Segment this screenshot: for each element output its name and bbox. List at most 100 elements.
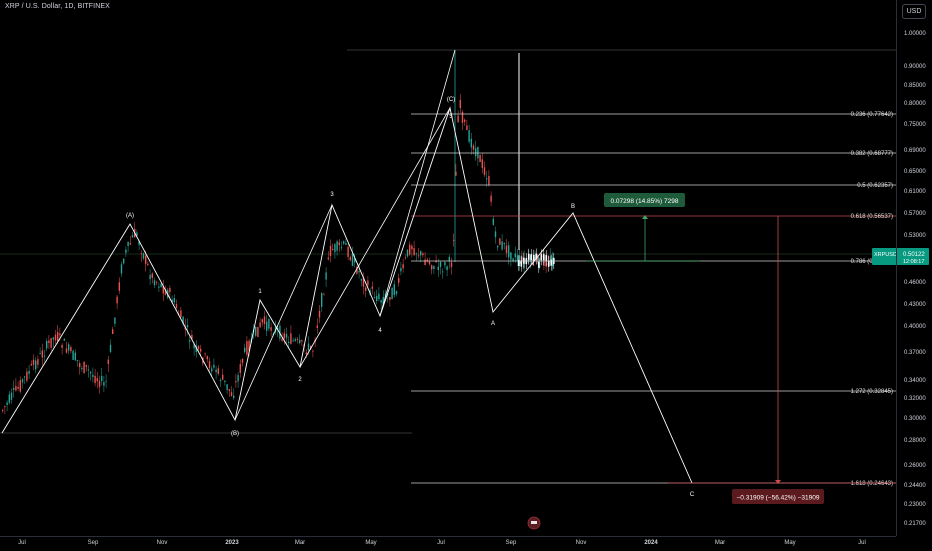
candle-body (63, 338, 65, 341)
measure-down-arrow (775, 480, 781, 484)
candle-body (294, 339, 296, 341)
candle-body (455, 171, 457, 176)
price-axis-label: 0.80000 (904, 101, 926, 107)
candle-body (213, 364, 215, 368)
candle-body (391, 287, 393, 300)
candle-body (318, 310, 321, 318)
price-axis-label: 0.28000 (904, 438, 926, 444)
candle-body (171, 299, 173, 303)
candle-body (406, 249, 409, 257)
candle-body (37, 359, 39, 365)
candle-body (549, 256, 552, 263)
price-axis-label: 0.46000 (904, 280, 926, 286)
candle-body (387, 294, 389, 296)
candle-body (54, 334, 57, 341)
price-axis-label: 0.37000 (904, 350, 926, 356)
candle-body (65, 348, 68, 353)
candle-body (360, 279, 362, 281)
time-axis-label: Mar (295, 540, 305, 546)
candle-body (160, 283, 162, 287)
candle-body (120, 264, 123, 274)
price-axis-label: 0.24400 (904, 483, 926, 489)
event-marker-icon-glyph (531, 521, 537, 524)
candle-body (281, 338, 283, 341)
candle-body (461, 111, 464, 123)
candle-body (299, 339, 301, 344)
candle-body (224, 380, 226, 383)
candle-body (109, 344, 112, 352)
candle-body (514, 253, 516, 258)
time-axis-label: Jul (18, 540, 26, 546)
candle-body (228, 389, 230, 391)
candle-body (486, 178, 488, 180)
candle-body (149, 274, 151, 280)
candle-body (6, 402, 8, 405)
candle-body (257, 327, 259, 337)
price-axis-label: 0.43000 (904, 302, 926, 308)
candle-body (409, 244, 411, 255)
candle-body (402, 264, 404, 269)
candle-body (204, 353, 206, 355)
candle-body (74, 352, 76, 361)
candle-body (332, 249, 334, 250)
candle-body (373, 297, 376, 298)
candle-body (312, 350, 314, 352)
candle-body (219, 379, 222, 381)
price-axis-label: 0.85000 (904, 83, 926, 89)
time-axis-panel[interactable] (0, 536, 896, 551)
last-price-label: 0.50122 (903, 252, 925, 258)
candle-body (325, 272, 327, 280)
candle-body (217, 368, 219, 374)
candle-body (270, 327, 272, 331)
candle-body (85, 365, 87, 367)
candle-body (50, 338, 52, 348)
candle-body (266, 321, 268, 331)
candle-body (142, 253, 145, 259)
candle-body (158, 286, 160, 288)
candle-body (444, 262, 446, 266)
candle-body (400, 268, 402, 272)
time-axis-label: Jul (858, 540, 866, 546)
elliott-wave-path (1, 106, 693, 484)
candle-body (107, 359, 109, 365)
fib-level-label: 0.382 (0.68777) (851, 151, 893, 157)
candle-body (46, 340, 48, 349)
wave-label: 1 (258, 289, 262, 295)
candle-body (239, 364, 241, 373)
candle-body (413, 248, 415, 256)
price-axis-label: 0.69000 (904, 148, 926, 154)
measure-down-label: −0.31909 (−56.42%) −31909 (737, 495, 820, 502)
price-axis-label: 0.53000 (904, 233, 926, 239)
candle-body (534, 257, 536, 259)
candle-body (96, 378, 98, 382)
candle-body (552, 257, 554, 267)
symbol-title[interactable]: XRP / U.S. Dollar, 1D, BITFINEX (5, 3, 110, 10)
candle-body (356, 266, 358, 274)
candle-body (145, 255, 147, 264)
candle-body (81, 367, 83, 369)
candle-body (222, 374, 224, 380)
candle-body (28, 370, 30, 374)
time-axis-label: 2024 (644, 540, 658, 546)
candle-body (453, 239, 455, 241)
candle-body (424, 259, 426, 266)
candle-body (296, 339, 299, 341)
candle-body (140, 253, 142, 255)
candle-body (15, 385, 17, 391)
candle-body (532, 263, 534, 265)
price-axis-label: 0.23000 (904, 502, 926, 508)
price-axis-panel[interactable] (896, 0, 932, 536)
candle-body (191, 334, 193, 339)
candle-body (189, 340, 191, 342)
candle-body (206, 356, 208, 360)
currency-button[interactable]: USD (902, 4, 926, 19)
candle-body (468, 130, 470, 142)
candle-body (211, 368, 213, 372)
candle-body (329, 245, 332, 256)
candle-body (24, 376, 26, 378)
candle-body (138, 241, 140, 246)
candle-body (395, 291, 398, 294)
candle-body (233, 395, 235, 399)
